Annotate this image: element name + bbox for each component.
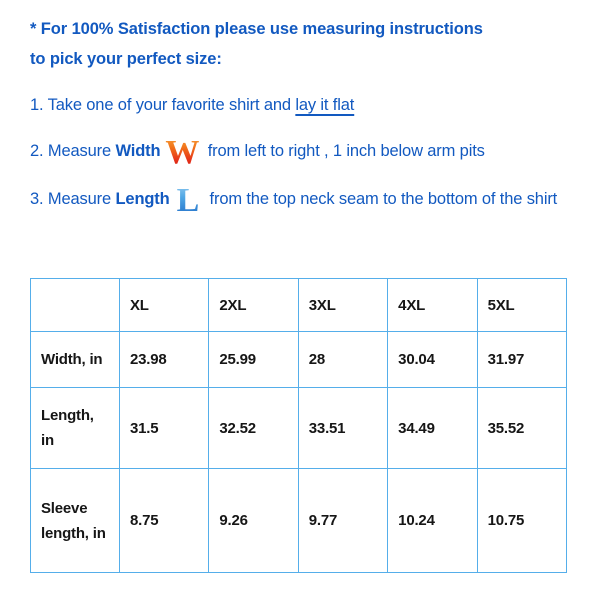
sleeve-4xl: 10.24: [387, 468, 478, 573]
sleeve-2xl: 9.26: [208, 468, 299, 573]
table-corner-cell: [30, 278, 120, 332]
measuring-instructions: * For 100% Satisfaction please use measu…: [30, 14, 570, 218]
table-header-3xl: 3XL: [297, 278, 389, 332]
table-row: Length, in 31.5 32.52 33.51 34.49 35.52: [30, 387, 567, 469]
length-letter-icon: L: [176, 182, 200, 219]
step-3-prefix: 3. Measure: [30, 190, 116, 208]
step-3-bold-label: Length: [115, 190, 170, 208]
width-2xl: 25.99: [208, 331, 299, 388]
length-4xl: 34.49: [387, 387, 478, 469]
sleeve-xl: 8.75: [118, 468, 210, 573]
width-xl: 23.98: [118, 331, 210, 388]
length-3xl: 33.51: [297, 387, 389, 469]
table-header-2xl: 2XL: [208, 278, 299, 332]
table-header-row: XL 2XL 3XL 4XL 5XL: [30, 278, 567, 332]
table-header-xl: XL: [118, 278, 210, 332]
step-2-suffix: from left to right , 1 inch below arm pi…: [203, 142, 485, 160]
row-label-length: Length, in: [30, 387, 120, 469]
sleeve-3xl: 9.77: [297, 468, 389, 573]
length-xl: 31.5: [118, 387, 210, 469]
table-header-5xl: 5XL: [476, 278, 567, 332]
sleeve-5xl: 10.75: [476, 468, 567, 573]
step-3-suffix: from the top neck seam to the bottom of …: [205, 190, 558, 208]
row-label-sleeve-length: Sleeve length, in: [30, 468, 120, 573]
width-letter-icon: W: [165, 134, 200, 171]
instruction-step-2: 2. Measure Width W from left to right , 1…: [30, 136, 570, 170]
table-header-4xl: 4XL: [387, 278, 478, 332]
table-row: Width, in 23.98 25.99 28 30.04 31.97: [30, 331, 567, 388]
intro-line-1: * For 100% Satisfaction please use measu…: [30, 20, 483, 38]
table-row: Sleeve length, in 8.75 9.26 9.77 10.24 1…: [30, 468, 567, 573]
width-3xl: 28: [297, 331, 389, 388]
width-5xl: 31.97: [476, 331, 567, 388]
row-label-width: Width, in: [30, 331, 120, 388]
step-1-text: 1. Take one of your favorite shirt and: [30, 96, 296, 114]
length-5xl: 35.52: [476, 387, 567, 469]
step-2-bold-label: Width: [115, 142, 161, 160]
intro-line-2: to pick your perfect size:: [30, 50, 222, 68]
size-table: XL 2XL 3XL 4XL 5XL Width, in 23.98 25.99…: [30, 278, 567, 573]
step-1-emphasis: lay it flat: [295, 96, 355, 114]
length-2xl: 32.52: [208, 387, 299, 469]
instruction-step-3: 3. Measure Length L from the top neck sea…: [30, 184, 570, 218]
instruction-step-1: 1. Take one of your favorite shirt and l…: [30, 90, 570, 120]
step-2-prefix: 2. Measure: [30, 142, 116, 160]
width-4xl: 30.04: [387, 331, 478, 388]
